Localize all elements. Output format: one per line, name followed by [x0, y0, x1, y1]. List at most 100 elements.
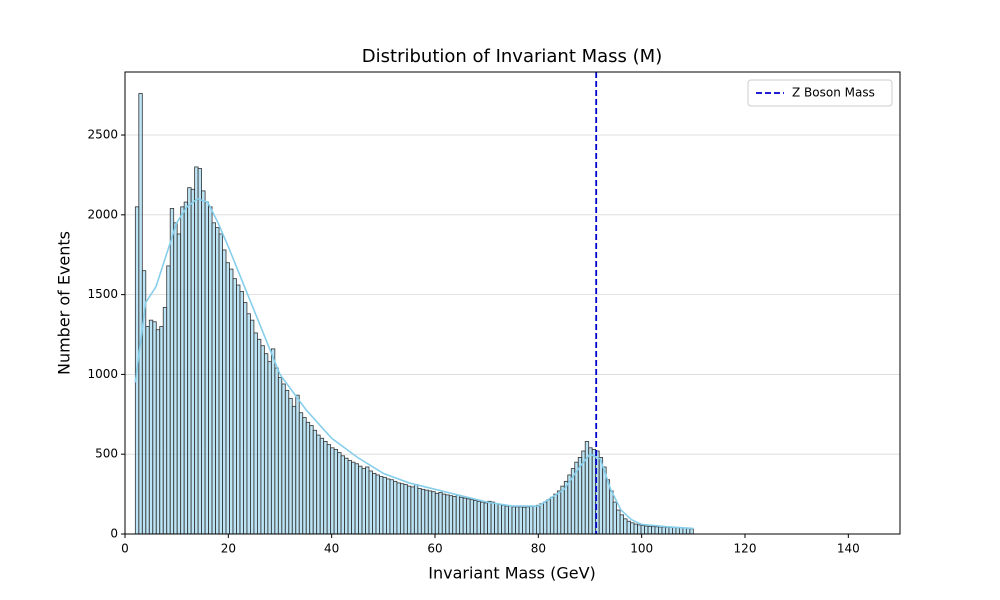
- bar: [208, 206, 213, 535]
- bar: [361, 468, 366, 535]
- bar: [546, 499, 551, 535]
- x-tick-label: 20: [221, 542, 236, 556]
- bar: [438, 492, 443, 535]
- bar: [678, 527, 684, 535]
- bar: [204, 201, 209, 535]
- bar: [473, 500, 478, 535]
- bar: [462, 497, 468, 535]
- bar: [211, 222, 216, 535]
- bar: [637, 524, 642, 535]
- bar: [326, 444, 332, 535]
- bar: [459, 496, 464, 535]
- bar: [288, 397, 293, 535]
- legend-box: [747, 79, 893, 107]
- bar: [609, 490, 614, 535]
- bar: [553, 493, 558, 535]
- bar: [302, 417, 307, 535]
- bar: [424, 489, 429, 535]
- bar: [365, 466, 370, 535]
- bar: [633, 523, 638, 535]
- bar: [225, 262, 230, 535]
- bar: [180, 206, 185, 535]
- bar: [176, 233, 182, 535]
- bar: [183, 201, 189, 535]
- bar: [658, 526, 663, 535]
- bar: [173, 222, 178, 535]
- bar: [630, 522, 635, 535]
- y-axis-label: Number of Events: [55, 231, 74, 375]
- bar: [685, 527, 691, 535]
- y-tick-label: 2000: [87, 207, 118, 221]
- bar: [529, 506, 534, 535]
- bar: [535, 504, 541, 535]
- bar: [487, 500, 492, 535]
- bar: [539, 503, 544, 535]
- bar: [138, 93, 143, 535]
- bar: [420, 488, 426, 535]
- x-tick-label: 40: [324, 542, 339, 556]
- bar: [354, 463, 359, 535]
- bar: [497, 504, 502, 535]
- bar: [689, 528, 694, 535]
- bar: [616, 509, 621, 535]
- bar: [145, 326, 150, 535]
- bar: [201, 190, 206, 535]
- bar: [330, 447, 335, 535]
- bar: [389, 479, 394, 535]
- x-tick-label: 0: [121, 542, 129, 556]
- bar: [197, 168, 202, 535]
- chart-title: Distribution of Invariant Mass (M): [362, 46, 662, 67]
- bar: [556, 490, 562, 535]
- bar: [222, 249, 227, 535]
- bar: [665, 526, 670, 535]
- bar: [277, 377, 283, 535]
- bar: [344, 457, 349, 535]
- bar: [382, 476, 387, 535]
- bar: [253, 332, 258, 535]
- bar: [215, 227, 220, 535]
- bar: [522, 506, 527, 535]
- bar: [413, 484, 419, 535]
- x-tick-label: 140: [837, 542, 860, 556]
- bar: [393, 480, 398, 535]
- bar: [351, 461, 356, 535]
- bar: [525, 506, 530, 535]
- bar: [452, 496, 457, 535]
- bar: [190, 188, 196, 535]
- y-tick-label: 500: [95, 447, 118, 461]
- bar: [480, 501, 485, 535]
- bar: [427, 490, 433, 535]
- bar: [260, 345, 265, 535]
- bar: [647, 525, 652, 535]
- bar: [232, 278, 237, 535]
- bar: [672, 527, 677, 535]
- bar: [148, 319, 154, 535]
- bar: [542, 501, 548, 535]
- kde-line: [134, 197, 694, 530]
- bar: [305, 421, 311, 535]
- bar: [598, 456, 604, 535]
- bar: [403, 484, 408, 535]
- bar: [602, 466, 607, 535]
- bar: [469, 499, 475, 535]
- bar: [640, 525, 645, 535]
- bar: [187, 187, 192, 535]
- y-tick-label: 1000: [87, 367, 118, 381]
- bar: [654, 526, 659, 535]
- bar: [166, 265, 171, 535]
- bar: [152, 321, 157, 535]
- bar: [675, 527, 680, 535]
- x-tick-label: 60: [427, 542, 442, 556]
- bar: [619, 514, 624, 535]
- bar: [386, 478, 391, 535]
- bar: [441, 493, 447, 535]
- bar: [588, 447, 593, 535]
- bar: [518, 506, 523, 535]
- bar: [682, 527, 687, 535]
- bar: [448, 495, 454, 535]
- x-tick-label: 120: [734, 542, 757, 556]
- y-tick-label: 2500: [87, 128, 118, 142]
- bar: [379, 476, 384, 535]
